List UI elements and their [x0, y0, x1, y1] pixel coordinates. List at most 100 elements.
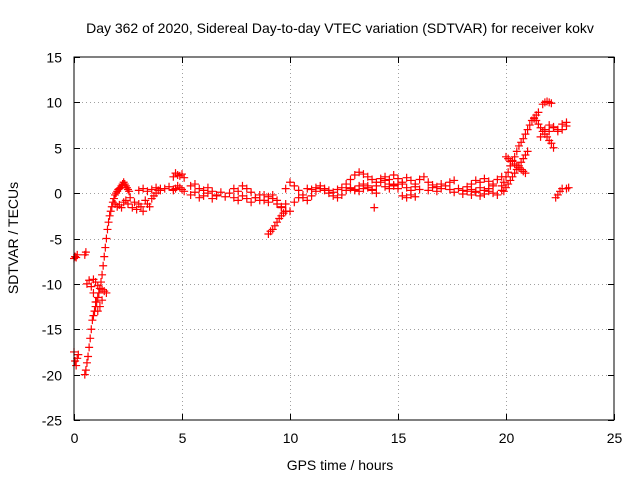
data-point — [346, 175, 355, 184]
data-point — [242, 194, 251, 203]
data-point — [73, 354, 82, 363]
data-point — [186, 181, 195, 190]
data-point — [545, 98, 554, 107]
x-tick-label: 0 — [71, 430, 79, 446]
data-point — [493, 190, 502, 199]
data-point — [128, 203, 137, 212]
data-point — [463, 187, 472, 196]
data-point — [376, 178, 385, 187]
data-point — [238, 191, 247, 200]
axis-ticks: 0 5 10 15 20 25 -25 -20 -15 -10 -5 0 5 10 15 — [42, 50, 623, 447]
data-point — [562, 118, 571, 127]
data-point — [564, 183, 573, 192]
data-point — [324, 186, 333, 195]
data-point — [445, 178, 454, 187]
data-point — [519, 134, 528, 143]
data-point — [221, 192, 230, 201]
data-point — [89, 288, 98, 297]
data-point — [290, 181, 299, 190]
data-point — [298, 193, 307, 202]
x-tick-label: 20 — [499, 430, 515, 446]
data-point — [370, 203, 379, 212]
y-tick-label: -5 — [50, 232, 63, 248]
data-point — [372, 181, 381, 190]
data-point — [229, 193, 238, 202]
data-point — [350, 186, 359, 195]
data-point — [199, 191, 208, 200]
data-points — [70, 97, 573, 379]
data-point — [424, 178, 433, 187]
data-point — [467, 180, 476, 189]
y-tick-label: 5 — [54, 141, 62, 157]
data-point — [88, 316, 97, 325]
data-point — [82, 358, 91, 367]
data-point — [126, 193, 135, 202]
data-point — [355, 181, 364, 190]
data-point — [480, 174, 489, 183]
y-tick-label: -20 — [42, 368, 62, 384]
data-point — [85, 276, 94, 285]
data-point — [195, 184, 204, 193]
data-point — [454, 184, 463, 193]
x-tick-label: 25 — [607, 430, 623, 446]
data-point — [303, 184, 312, 193]
data-point — [517, 165, 526, 174]
data-point — [264, 192, 273, 201]
data-point — [502, 152, 510, 161]
data-point — [89, 311, 98, 320]
data-point — [208, 187, 217, 196]
data-point — [290, 198, 299, 207]
data-point — [415, 175, 424, 184]
data-point — [160, 184, 169, 193]
data-point — [510, 152, 519, 161]
data-point — [242, 184, 251, 193]
data-point — [450, 176, 459, 185]
data-point — [260, 190, 269, 199]
data-point — [124, 200, 132, 209]
data-point — [458, 190, 467, 199]
data-point — [381, 182, 390, 191]
data-point — [432, 182, 441, 191]
x-tick-label: 15 — [391, 430, 407, 446]
data-point — [109, 194, 118, 203]
data-point — [363, 172, 372, 181]
data-point — [286, 207, 294, 216]
data-point — [329, 188, 338, 197]
data-point — [499, 187, 508, 196]
data-point — [91, 298, 100, 307]
data-point — [385, 184, 394, 193]
data-point — [549, 143, 558, 152]
data-point — [72, 361, 81, 370]
data-point — [445, 185, 454, 194]
data-point — [406, 176, 415, 185]
data-point — [277, 202, 286, 211]
data-point — [547, 139, 556, 148]
data-point — [508, 156, 517, 165]
data-point — [553, 125, 562, 134]
data-point — [311, 183, 320, 192]
data-point — [381, 172, 390, 181]
data-point — [441, 181, 450, 190]
data-point — [255, 196, 264, 205]
data-point — [141, 196, 150, 205]
data-point — [337, 183, 346, 192]
data-point — [106, 207, 115, 216]
data-point — [424, 186, 433, 195]
data-point — [74, 350, 83, 359]
data-point — [103, 225, 112, 234]
data-point — [247, 188, 256, 197]
data-point — [273, 196, 282, 205]
data-point — [86, 334, 95, 343]
data-point — [372, 189, 381, 198]
data-point — [87, 282, 96, 291]
data-point — [270, 221, 279, 230]
data-point — [139, 207, 148, 216]
data-point — [545, 127, 554, 136]
data-point — [81, 366, 90, 375]
x-tick-label: 5 — [179, 430, 187, 446]
data-point — [394, 184, 402, 193]
data-point — [98, 296, 107, 305]
data-point — [281, 200, 290, 209]
data-point — [152, 183, 161, 192]
data-point — [484, 177, 493, 186]
